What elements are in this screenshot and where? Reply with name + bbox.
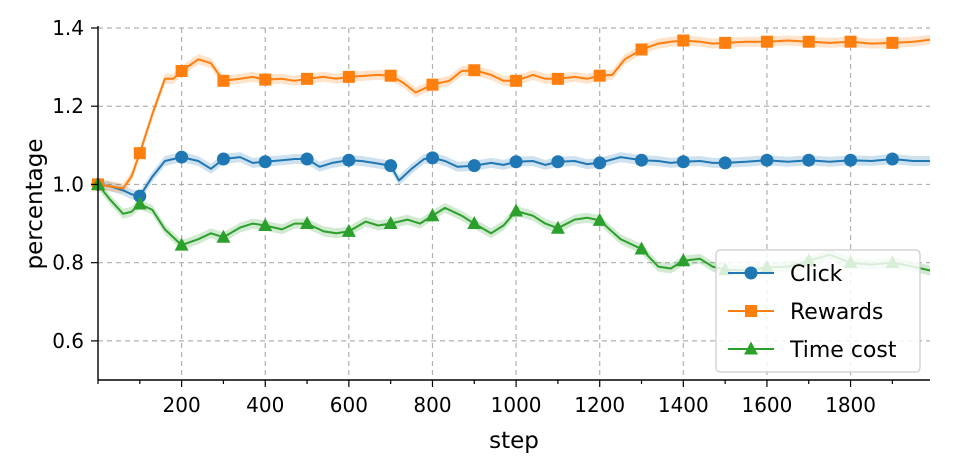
- y-tick-label: 1.2: [52, 94, 84, 118]
- click-point: [175, 150, 189, 164]
- x-tick-label: 1400: [658, 393, 709, 417]
- time-cost-point: [467, 216, 482, 230]
- x-tick-label: 1800: [825, 393, 876, 417]
- x-tick-label: 1200: [574, 393, 625, 417]
- click-point: [258, 155, 272, 169]
- click-point: [509, 155, 523, 169]
- y-tick-label: 0.8: [52, 251, 84, 275]
- y-axis-label: percentage: [22, 139, 48, 270]
- rewards-point: [384, 69, 397, 82]
- rewards-band: [98, 34, 930, 194]
- click-point: [467, 159, 481, 173]
- time-cost-point: [132, 196, 147, 210]
- time-cost-point: [676, 253, 691, 267]
- click-line: [97, 156, 930, 198]
- time-cost-point: [592, 212, 607, 226]
- axes: 200 400 600 800 1000 1200 1400 1600 1800 0.6 0.8 1.…: [52, 16, 930, 417]
- x-tick-label: 200: [163, 393, 201, 417]
- click-point: [384, 159, 398, 173]
- legend-rewards-label: Rewards: [790, 300, 883, 325]
- click-point: [216, 152, 230, 166]
- x-tick-label: 1000: [491, 393, 542, 417]
- time-cost-point: [383, 216, 398, 230]
- rewards-point: [510, 74, 523, 87]
- rewards-point: [760, 35, 773, 48]
- legend-rewards-marker: [745, 305, 757, 317]
- time-cost-point: [550, 220, 565, 234]
- x-tick-label: 800: [413, 393, 451, 417]
- rewards-point: [886, 36, 899, 49]
- x-tick-label: 600: [330, 393, 368, 417]
- legend-box: [715, 249, 921, 373]
- click-point: [133, 189, 147, 203]
- click-point: [425, 151, 439, 165]
- legend: Click Rewards Time cost: [715, 249, 921, 373]
- series-lines: [91, 34, 931, 276]
- click-point: [760, 153, 774, 167]
- rewards-point: [593, 69, 606, 82]
- x-axis-label: step: [489, 428, 539, 454]
- y-tick-label: 0.6: [52, 329, 84, 353]
- click-point: [676, 155, 690, 169]
- rewards-point: [175, 65, 188, 78]
- rewards-point: [719, 36, 732, 49]
- x-tick-label: 1600: [741, 393, 792, 417]
- click-point: [802, 153, 816, 167]
- rewards-point: [301, 72, 314, 85]
- rewards-point: [635, 43, 648, 56]
- rewards-point: [133, 147, 146, 160]
- rewards-point: [802, 35, 815, 48]
- click-point: [593, 156, 607, 170]
- y-tick-label: 1.4: [52, 16, 84, 40]
- legend-click-label: Click: [790, 262, 843, 287]
- time-cost-point: [174, 237, 189, 251]
- time-cost-point: [216, 229, 231, 243]
- legend-time-cost-marker: [744, 341, 758, 355]
- legend-time-cost-label: Time cost: [789, 338, 897, 363]
- rewards-point: [426, 78, 439, 91]
- y-tick-label: 1.0: [52, 172, 84, 196]
- click-point: [885, 152, 899, 166]
- time-cost-point: [300, 216, 315, 230]
- rewards-point: [217, 74, 230, 87]
- click-point: [635, 153, 649, 167]
- time-cost-point: [509, 203, 524, 217]
- rewards-point: [551, 72, 564, 85]
- click-point: [342, 153, 356, 167]
- click-point: [551, 155, 565, 169]
- time-cost-point: [425, 208, 440, 222]
- rewards-point: [468, 64, 481, 77]
- click-point: [718, 156, 732, 170]
- rewards-point: [259, 73, 272, 86]
- time-cost-point: [341, 223, 356, 237]
- click-point: [844, 153, 858, 167]
- time-cost-point: [634, 241, 649, 255]
- rewards-line: [97, 38, 931, 190]
- legend-click-marker: [744, 266, 758, 280]
- time-cost-point: [258, 218, 273, 232]
- rewards-point: [844, 35, 857, 48]
- rewards-point: [342, 70, 355, 83]
- rewards-point: [677, 34, 690, 47]
- x-tick-label: 400: [246, 393, 284, 417]
- click-point: [300, 152, 314, 166]
